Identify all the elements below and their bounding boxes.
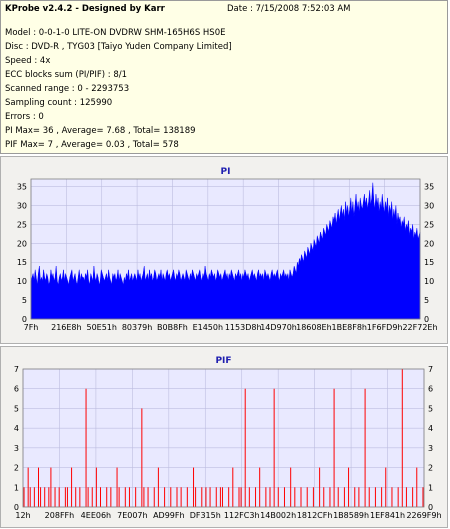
pif-ytick-right-label: 3 <box>428 444 433 453</box>
pi-xtick-label: 22F72Eh <box>402 323 437 332</box>
pif-ytick-left-label: 3 <box>14 444 19 453</box>
pi-ytick-left-label: 0 <box>22 315 27 324</box>
pif-ytick-right-label: 1 <box>428 483 433 492</box>
info-errors: Errors : 0 <box>5 112 44 122</box>
pif-ytick-left-label: 2 <box>14 464 19 473</box>
pif-ytick-right-label: 4 <box>428 424 433 433</box>
pif-xtick-label: 12h <box>15 511 30 520</box>
pif-chart-title: PIF <box>215 356 231 366</box>
pi-ytick-left-label: 25 <box>17 220 27 229</box>
pi-plot-border <box>30 178 421 320</box>
pi-xtick-label: 80379h <box>122 323 153 332</box>
pif-ytick-left-label: 1 <box>14 483 19 492</box>
pi-xtick-label: E1450h <box>193 323 223 332</box>
pif-xtick-label: 4EE06h <box>81 511 111 520</box>
pif-xtick-label: 1EF841h <box>370 511 405 520</box>
info-panel: KProbe v2.4.2 - Designed by Karr Date : … <box>0 0 448 154</box>
pif-ytick-right-label: 6 <box>428 385 433 394</box>
pif-xtick-label: 1812CFh <box>297 511 333 520</box>
pi-xtick-label: 1BE8F8h <box>332 323 367 332</box>
info-pif-summary: PIF Max= 7 , Average= 0.03 , Total= 578 <box>5 140 179 150</box>
pi-ytick-right-label: 20 <box>424 239 434 248</box>
pi-ytick-left-label: 15 <box>17 258 27 267</box>
pi-xtick-label: 216E8h <box>51 323 81 332</box>
pif-ytick-left-label: 0 <box>14 503 19 512</box>
info-speed: Speed : 4x <box>5 56 51 66</box>
pi-series-area <box>30 182 421 320</box>
pi-ytick-right-label: 10 <box>424 277 434 286</box>
pi-chart: PI 0 0 5 5 10 10 15 15 20 20 25 25 30 30 35 35 7Fh 216E8h 5… <box>17 167 438 332</box>
pi-ytick-right-label: 25 <box>424 220 434 229</box>
app-title: KProbe v2.4.2 - Designed by Karr <box>5 4 165 14</box>
pif-xtick-label: 1B8589h <box>333 511 369 520</box>
pi-xtick-label: B0B8Fh <box>157 323 188 332</box>
pi-xtick-label: 14D970h <box>260 323 297 332</box>
pif-chart-panel: PIF 0 0 1 1 2 2 3 3 4 4 5 5 6 6 7 7 12h 208FFh 4EE06h 7E007h… <box>0 346 448 528</box>
pif-ytick-right-label: 7 <box>428 365 433 374</box>
info-pi-summary: PI Max= 36 , Average= 7.68 , Total= 1381… <box>5 126 196 136</box>
pi-ytick-left-label: 35 <box>17 183 27 192</box>
pi-xtick-label: 1F6FD9h <box>367 323 403 332</box>
pi-ytick-right-label: 30 <box>424 201 434 210</box>
pif-xtick-label: 14B002h <box>260 511 296 520</box>
pif-xtick-label: AD99Fh <box>153 511 184 520</box>
pif-ytick-left-label: 4 <box>14 424 19 433</box>
info-ecc: ECC blocks sum (PI/PIF) : 8/1 <box>5 70 128 80</box>
pif-ytick-left-label: 5 <box>14 404 19 413</box>
pif-ytick-right-label: 5 <box>428 404 433 413</box>
pi-ytick-right-label: 0 <box>424 315 429 324</box>
pi-xtick-label: 1153D8h <box>225 323 262 332</box>
pi-ytick-left-label: 20 <box>17 239 27 248</box>
pi-ytick-left-label: 10 <box>17 277 27 286</box>
pi-ytick-left-label: 5 <box>22 296 27 305</box>
pif-xtick-label: 208FFh <box>45 511 75 520</box>
pi-ytick-right-label: 15 <box>424 258 434 267</box>
scan-date: Date : 7/15/2008 7:52:03 AM <box>227 4 351 14</box>
pi-xtick-label: 7Fh <box>24 323 39 332</box>
info-range: Scanned range : 0 - 2293753 <box>5 84 130 94</box>
pif-chart: PIF 0 0 1 1 2 2 3 3 4 4 5 5 6 6 7 7 12h 208FFh 4EE06h 7E007h… <box>14 356 442 520</box>
pi-xtick-label: 18608Eh <box>296 323 332 332</box>
pif-ytick-right-label: 0 <box>428 503 433 512</box>
pif-plot-area <box>23 369 424 507</box>
pif-xtick-label: 7E007h <box>117 511 147 520</box>
pif-xtick-label: 2269F9h <box>406 511 441 520</box>
info-sampling: Sampling count : 125990 <box>5 98 113 108</box>
pi-chart-title: PI <box>221 167 231 177</box>
pif-ytick-left-label: 6 <box>14 385 19 394</box>
pif-ytick-left-label: 7 <box>14 365 19 374</box>
pi-xtick-label: 50E51h <box>86 323 116 332</box>
pif-ytick-right-label: 2 <box>428 464 433 473</box>
pif-xtick-label: DF315h <box>190 511 221 520</box>
pi-ytick-right-label: 5 <box>424 296 429 305</box>
pi-ytick-left-label: 30 <box>17 201 27 210</box>
info-model: Model : 0-0-1-0 LITE-ON DVDRW SHM-165H6S… <box>5 28 226 38</box>
pi-ytick-right-label: 35 <box>424 183 434 192</box>
pif-xtick-label: 112FC3h <box>224 511 260 520</box>
pi-chart-panel: PI 0 0 5 5 10 10 15 15 20 20 25 25 30 30 35 35 7Fh 216E8h 5… <box>0 156 448 344</box>
info-disc: Disc : DVD-R , TYG03 [Taiyo Yuden Compan… <box>5 42 232 52</box>
pif-plot-border <box>22 368 425 508</box>
